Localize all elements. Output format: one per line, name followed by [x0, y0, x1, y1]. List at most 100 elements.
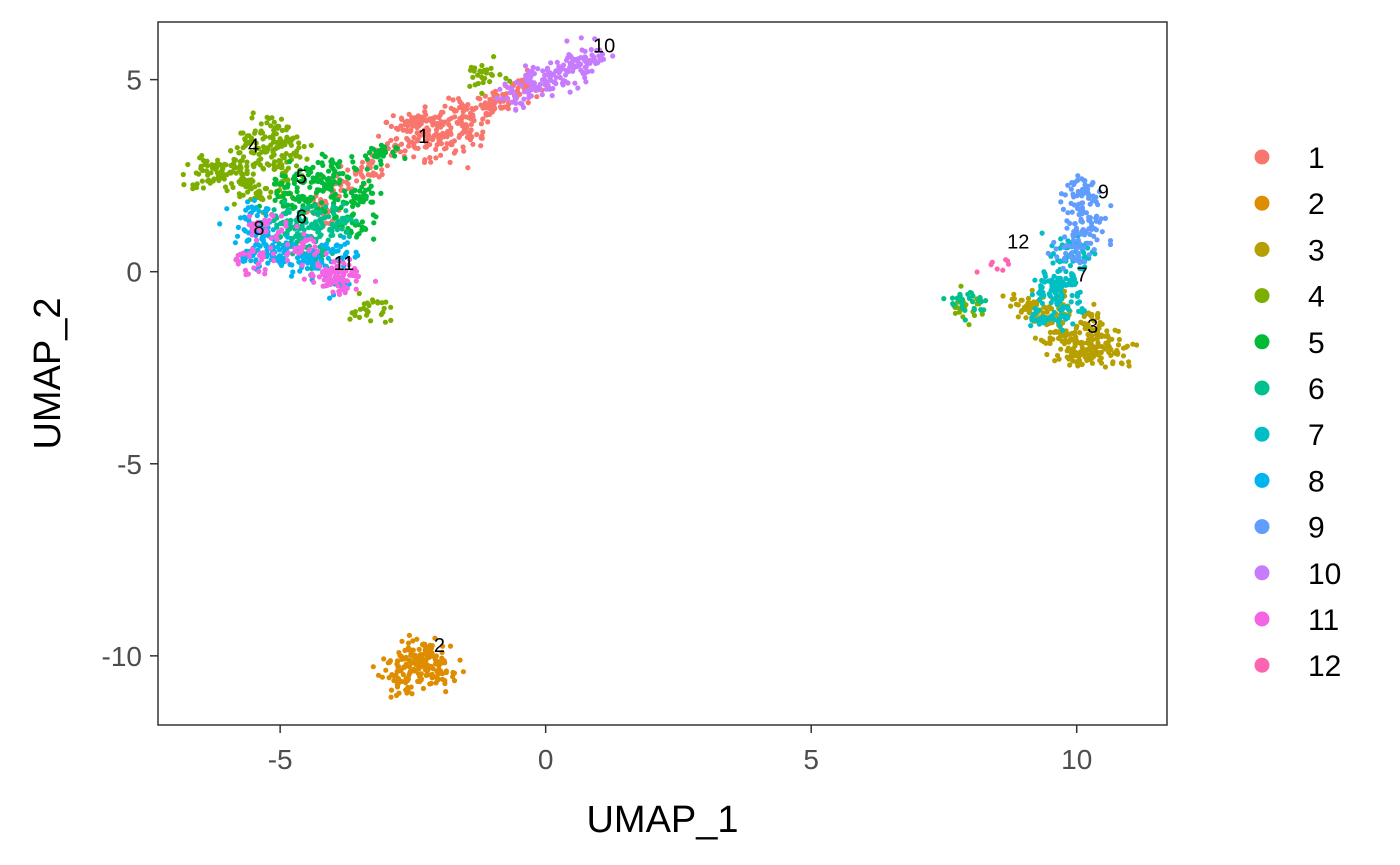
data-point — [425, 136, 431, 142]
data-point — [1069, 250, 1075, 256]
data-point — [436, 115, 442, 121]
data-point — [468, 127, 474, 133]
data-point — [286, 159, 293, 165]
data-point — [289, 136, 295, 142]
legend-label: 1 — [1308, 142, 1325, 175]
data-point — [331, 211, 337, 217]
data-point — [330, 289, 336, 295]
data-point — [599, 51, 606, 58]
data-point — [1069, 292, 1075, 299]
data-point — [267, 194, 273, 200]
data-point — [260, 250, 266, 256]
data-point — [478, 121, 484, 127]
data-point — [256, 182, 262, 188]
data-point — [951, 302, 957, 308]
data-point — [215, 157, 221, 163]
data-point — [1094, 213, 1100, 219]
cluster-label-5: 5 — [296, 166, 307, 188]
data-point — [319, 151, 325, 157]
data-point — [342, 290, 348, 296]
data-point — [489, 98, 495, 104]
data-point — [459, 101, 465, 107]
data-point — [277, 136, 283, 142]
data-point — [250, 110, 256, 116]
data-point — [398, 115, 405, 121]
data-point — [264, 250, 270, 256]
data-point — [220, 165, 226, 172]
data-point — [525, 100, 531, 106]
data-point — [301, 231, 307, 237]
data-point — [424, 652, 430, 659]
data-point — [451, 138, 457, 144]
data-point — [1067, 362, 1073, 368]
data-point — [1053, 328, 1059, 334]
data-point — [320, 247, 326, 253]
legend-label: 2 — [1308, 188, 1325, 221]
data-point — [342, 220, 348, 226]
data-point — [1052, 290, 1058, 296]
data-point — [327, 270, 333, 276]
data-point — [459, 130, 465, 136]
data-point — [352, 309, 358, 315]
data-point — [332, 168, 338, 174]
data-point — [1134, 342, 1140, 348]
data-point — [1057, 323, 1063, 329]
data-point — [390, 113, 396, 119]
data-point — [200, 157, 206, 163]
data-point — [442, 103, 448, 109]
data-point — [248, 149, 254, 155]
data-point — [250, 223, 256, 229]
data-point — [282, 173, 288, 179]
data-point — [412, 668, 418, 674]
data-point — [249, 232, 255, 238]
data-point — [346, 233, 352, 239]
legend-swatch — [1254, 380, 1270, 396]
data-point — [312, 244, 318, 250]
y-tick-label: -5 — [117, 449, 142, 480]
data-point — [217, 221, 223, 227]
data-point — [1079, 340, 1086, 346]
data-point — [1082, 324, 1089, 330]
data-point — [582, 75, 588, 81]
data-point — [416, 646, 422, 653]
data-point — [968, 290, 975, 296]
data-point — [971, 305, 977, 312]
data-point — [432, 661, 439, 667]
data-point — [278, 213, 284, 219]
data-point — [474, 131, 480, 138]
data-point — [359, 219, 365, 225]
data-point — [270, 149, 276, 155]
data-point — [1107, 238, 1114, 244]
data-point — [408, 650, 414, 657]
data-point — [1039, 230, 1045, 236]
data-point — [1064, 354, 1070, 360]
data-point — [556, 70, 562, 76]
legend-swatch — [1254, 657, 1270, 673]
cluster-label-4: 4 — [248, 136, 259, 158]
data-point — [320, 188, 326, 194]
data-point — [989, 259, 995, 265]
data-point — [246, 253, 253, 260]
data-point — [438, 135, 444, 141]
data-point — [1071, 276, 1077, 282]
data-point — [571, 65, 577, 71]
data-point — [326, 181, 332, 187]
data-point — [329, 228, 335, 234]
data-point — [342, 188, 348, 194]
data-point — [439, 655, 445, 661]
data-point — [323, 251, 329, 257]
data-point — [359, 224, 365, 230]
data-point — [405, 120, 411, 126]
data-point — [549, 93, 555, 99]
data-point — [268, 123, 274, 129]
data-point — [488, 65, 494, 71]
data-point — [1065, 238, 1071, 244]
data-point — [1078, 319, 1084, 325]
data-point — [368, 318, 374, 324]
data-point — [534, 94, 540, 100]
data-point — [1105, 332, 1111, 339]
data-point — [294, 185, 300, 191]
data-point — [265, 260, 271, 266]
data-point — [271, 258, 277, 264]
data-point — [1067, 263, 1073, 269]
